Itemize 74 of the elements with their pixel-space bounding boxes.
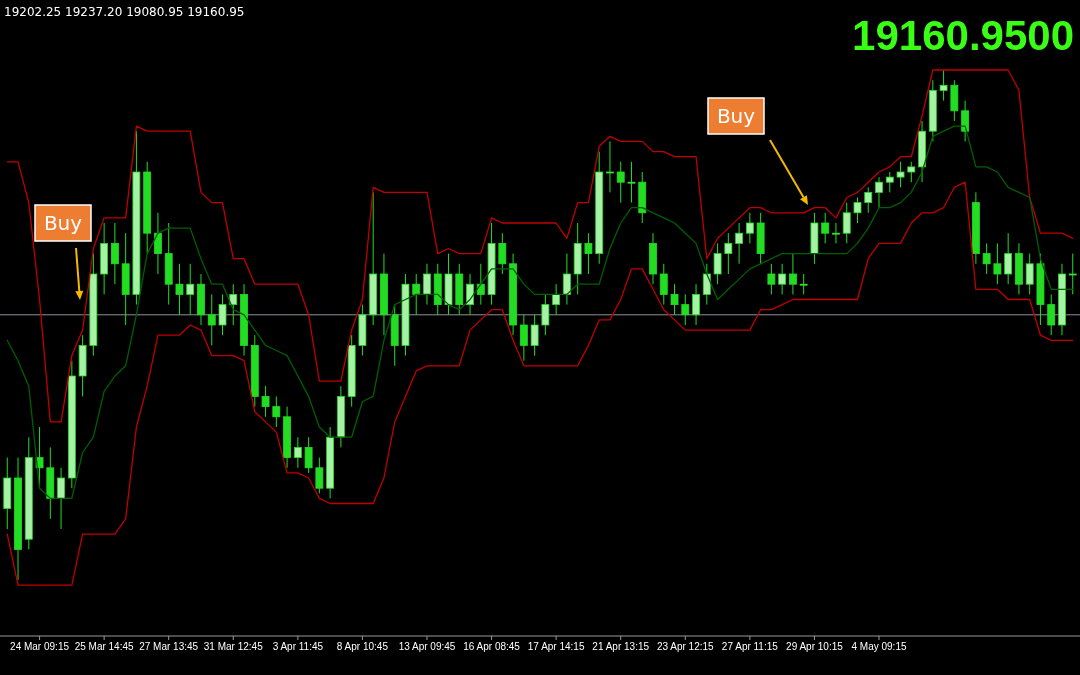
candlestick (272, 395, 281, 428)
candlestick (175, 263, 184, 316)
candlestick (541, 293, 550, 336)
candlestick (563, 253, 571, 306)
candlestick (885, 171, 894, 193)
candlestick (498, 232, 507, 275)
candlestick (293, 436, 302, 469)
candlestick (57, 467, 65, 530)
candlestick (767, 263, 776, 295)
candlestick (939, 69, 948, 102)
candlestick (875, 176, 883, 209)
candlestick (530, 314, 539, 357)
candlestick (745, 212, 754, 244)
candlestick (207, 293, 216, 346)
candlestick (229, 283, 238, 326)
x-tick-label: 31 Mar 12:45 (203, 641, 264, 652)
candlestick (261, 385, 270, 418)
x-tick-label: 23 Apr 12:15 (656, 641, 715, 652)
candlestick (304, 436, 313, 474)
chart-title: 19160.9500 (852, 12, 1074, 59)
x-tick-label: 27 Apr 11:15 (721, 641, 779, 652)
candlestick (896, 161, 905, 188)
candlestick (519, 314, 528, 362)
candlestick (681, 293, 690, 326)
candlestick (692, 283, 700, 326)
annotation: Buy (43, 211, 83, 235)
x-tick-label: 4 May 09:15 (851, 641, 907, 652)
candlestick (412, 273, 421, 316)
candlestick (702, 263, 711, 306)
candlestick (1004, 232, 1013, 285)
x-tick-label: 13 Apr 09:45 (398, 641, 456, 652)
candlestick (670, 283, 679, 316)
candlestick (627, 161, 636, 204)
candlestick (993, 242, 1002, 285)
candlestick (778, 263, 787, 295)
candlestick (466, 273, 474, 316)
candlestick (110, 222, 119, 285)
text: 19202.25 19237.20 19080.95 19160.95 (4, 5, 245, 19)
candlestick (842, 202, 851, 244)
candlestick (218, 293, 227, 336)
candlestick (606, 140, 614, 193)
candlestick (724, 232, 733, 275)
candlestick (476, 263, 485, 306)
candlestick (799, 273, 808, 295)
x-tick-label: 24 Mar 09:15 (10, 641, 70, 652)
candlestick (832, 222, 840, 244)
candlestick (864, 186, 873, 214)
candlestick (154, 212, 162, 275)
candlestick (659, 263, 668, 306)
candlestick (1047, 293, 1056, 336)
candlestick (907, 161, 916, 183)
candlestick (713, 242, 722, 285)
x-tick-label: 21 Apr 13:15 (592, 641, 650, 652)
candlestick (821, 212, 830, 244)
x-tick-label: 29 Apr 10:15 (786, 641, 844, 652)
candlestick (1025, 253, 1034, 295)
candlestick (853, 197, 862, 224)
x-tick-label: 3 Apr 11:45 (272, 641, 324, 652)
candlestick (616, 161, 625, 204)
x-tick-label: 17 Apr 14:15 (527, 641, 585, 652)
candlestick (315, 457, 324, 494)
x-tick-label: 8 Apr 10:45 (336, 641, 389, 652)
candlestick (186, 263, 195, 316)
candlestick (1068, 253, 1077, 295)
candlestick (584, 232, 593, 275)
x-tick-label: 27 Mar 13:45 (139, 641, 199, 652)
candlestick (789, 253, 797, 295)
x-tick-label: 25 Mar 14:45 (74, 641, 135, 652)
candlestick (735, 222, 743, 265)
candlestick (982, 242, 991, 275)
x-tick-label: 16 Apr 08:45 (463, 641, 521, 652)
annotation: Buy (716, 104, 756, 128)
candlestick (423, 263, 431, 306)
candlestick (552, 283, 561, 316)
